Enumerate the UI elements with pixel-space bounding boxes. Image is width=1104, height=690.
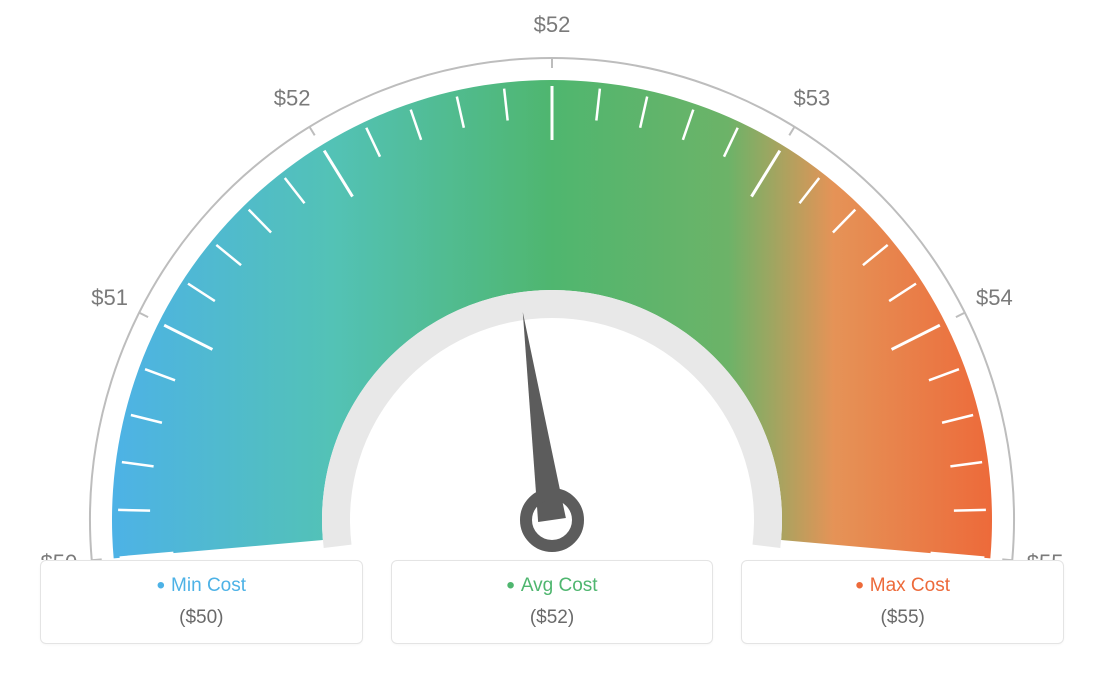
legend-min-value: ($50) (51, 607, 352, 629)
legend-avg-label: Avg Cost (521, 575, 598, 596)
dot-icon: • (157, 572, 165, 599)
gauge-needle (523, 312, 578, 546)
gauge-tick-label: $51 (91, 285, 128, 310)
dot-icon: • (855, 572, 863, 599)
legend-avg-title: • Avg Cost (402, 575, 703, 597)
dot-icon: • (506, 572, 514, 599)
gauge-tick-label: $55 (1027, 550, 1064, 560)
gauge-tick-label: $52 (534, 12, 571, 37)
legend-row: • Min Cost ($50) • Avg Cost ($52) • Max Cos… (0, 560, 1104, 644)
gauge-tick-label: $52 (274, 86, 311, 111)
gauge-tick-label: $50 (41, 550, 78, 560)
legend-card-max: • Max Cost ($55) (741, 560, 1064, 644)
legend-max-title: • Max Cost (752, 575, 1053, 597)
legend-min-title: • Min Cost (51, 575, 352, 597)
gauge-svg: $50 $51 $52 $52 $53 $54 $55 (0, 0, 1104, 560)
legend-card-min: • Min Cost ($50) (40, 560, 363, 644)
gauge-tick-label: $53 (794, 86, 831, 111)
legend-avg-value: ($52) (402, 607, 703, 629)
legend-max-value: ($55) (752, 607, 1053, 629)
legend-min-label: Min Cost (171, 575, 246, 596)
gauge-tick-label: $54 (976, 285, 1013, 310)
legend-card-avg: • Avg Cost ($52) (391, 560, 714, 644)
legend-max-label: Max Cost (870, 575, 950, 596)
gauge-chart: $50 $51 $52 $52 $53 $54 $55 (0, 0, 1104, 560)
